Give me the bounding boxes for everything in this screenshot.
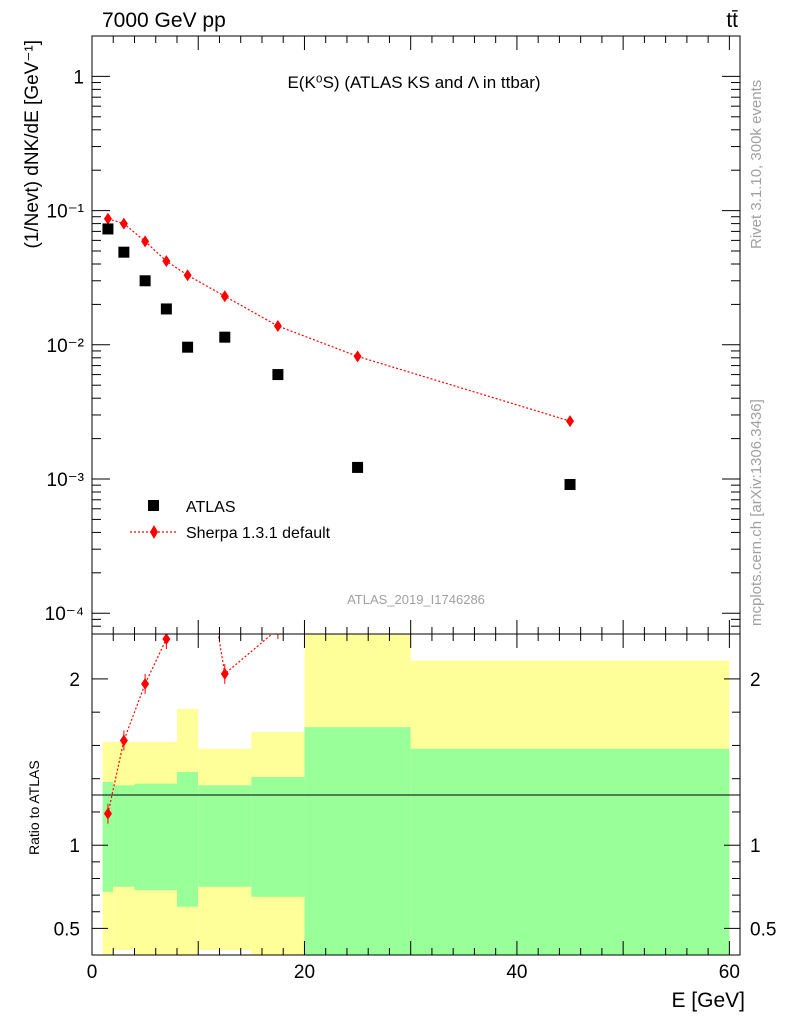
- ratio-point: [162, 634, 171, 645]
- atlas-point: [160, 303, 172, 315]
- axes: 0 20 40 60 1 10⁻¹ 10⁻² 10⁻³ 10⁻⁴ 2 2 1 1 0.5 0.5: [45, 35, 776, 983]
- legend: ATLAS Sherpa 1.3.1 default: [130, 499, 331, 542]
- atlas-point: [182, 341, 194, 353]
- y-tick-label: 10⁻³: [47, 470, 85, 491]
- legend-atlas-marker: [148, 500, 159, 511]
- x-axis-label: E [GeV]: [671, 989, 745, 1012]
- chart-title: E(K⁰S) (ATLAS KS and Λ in ttbar): [287, 73, 540, 92]
- y-tick-label: 1: [73, 67, 84, 88]
- ratio-uncertainty-bands: [102, 634, 730, 955]
- ratio-point: [103, 807, 112, 820]
- ratio-point: [141, 677, 150, 690]
- analysis-tag: ATLAS_2019_I1746286: [347, 592, 485, 607]
- x-tick-label: 40: [506, 962, 527, 983]
- x-tick-label: 60: [719, 962, 740, 983]
- y-tick-label: 10⁻⁴: [45, 604, 84, 625]
- ratio-y-axis-label: Ratio to ATLAS: [26, 760, 42, 855]
- atlas-point: [139, 275, 151, 287]
- process-label: tt̄: [726, 9, 738, 32]
- sherpa-point: [162, 255, 171, 268]
- ratio-point: [566, 507, 574, 519]
- sherpa-point: [566, 415, 575, 428]
- ratio-point: [119, 734, 128, 747]
- sherpa-point: [273, 320, 282, 333]
- ratio-tick-label-right: 1: [750, 836, 761, 857]
- ratio-tick-label: 1: [69, 836, 80, 857]
- ratio-point: [184, 440, 192, 452]
- ratio-tick-label: 0.5: [54, 919, 80, 940]
- atlas-point: [118, 246, 130, 258]
- atlas-point: [272, 369, 284, 381]
- y-axis-label: (1/Nevt) dNK/dE [GeV⁻¹]: [22, 40, 43, 249]
- main-series: [102, 212, 576, 491]
- ratio-point: [277, 634, 279, 636]
- ratio-band-green: [176, 772, 199, 907]
- sherpa-point: [141, 235, 150, 248]
- ratio-band-green: [410, 748, 730, 955]
- sherpa-point: [353, 350, 362, 363]
- sherpa-point: [103, 212, 112, 225]
- source-label: mcplots.cern.ch [arXiv:1306.3436]: [748, 399, 765, 626]
- sherpa-point: [220, 290, 229, 303]
- x-tick-label: 0: [87, 962, 98, 983]
- atlas-point: [102, 223, 114, 235]
- ratio-band-green: [134, 783, 177, 891]
- y-tick-label: 10⁻²: [47, 336, 85, 357]
- ratio-band-green: [304, 727, 411, 955]
- ratio-series: [103, 440, 574, 824]
- legend-atlas-label: ATLAS: [186, 499, 236, 516]
- ratio-tick-label: 2: [69, 670, 80, 691]
- legend-sherpa-label: Sherpa 1.3.1 default: [186, 525, 331, 542]
- main-frame: [91, 35, 741, 635]
- atlas-point: [219, 331, 231, 343]
- y-tick-label: 10⁻¹: [47, 202, 85, 223]
- ratio-tick-label-right: 2: [750, 670, 761, 691]
- sherpa-point: [183, 269, 192, 282]
- ratio-point: [220, 667, 229, 680]
- atlas-point: [564, 479, 576, 491]
- ratio-band-green: [102, 782, 114, 892]
- ratio-band-green: [198, 785, 252, 887]
- rivet-version-label: Rivet 3.1.10, 300k events: [748, 80, 765, 249]
- ratio-band-green: [251, 777, 305, 897]
- sherpa-point: [119, 217, 128, 230]
- x-tick-label: 20: [294, 962, 315, 983]
- ratio-tick-label-right: 0.5: [750, 919, 776, 940]
- atlas-point: [352, 461, 364, 473]
- sherpa-line: [107, 218, 571, 422]
- ratio-band-green: [113, 785, 135, 887]
- legend-sherpa-marker: [150, 525, 158, 539]
- energy-label: 7000 GeV pp: [102, 9, 226, 32]
